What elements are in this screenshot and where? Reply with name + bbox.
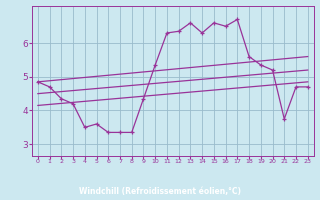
Text: Windchill (Refroidissement éolien,°C): Windchill (Refroidissement éolien,°C) [79, 187, 241, 196]
